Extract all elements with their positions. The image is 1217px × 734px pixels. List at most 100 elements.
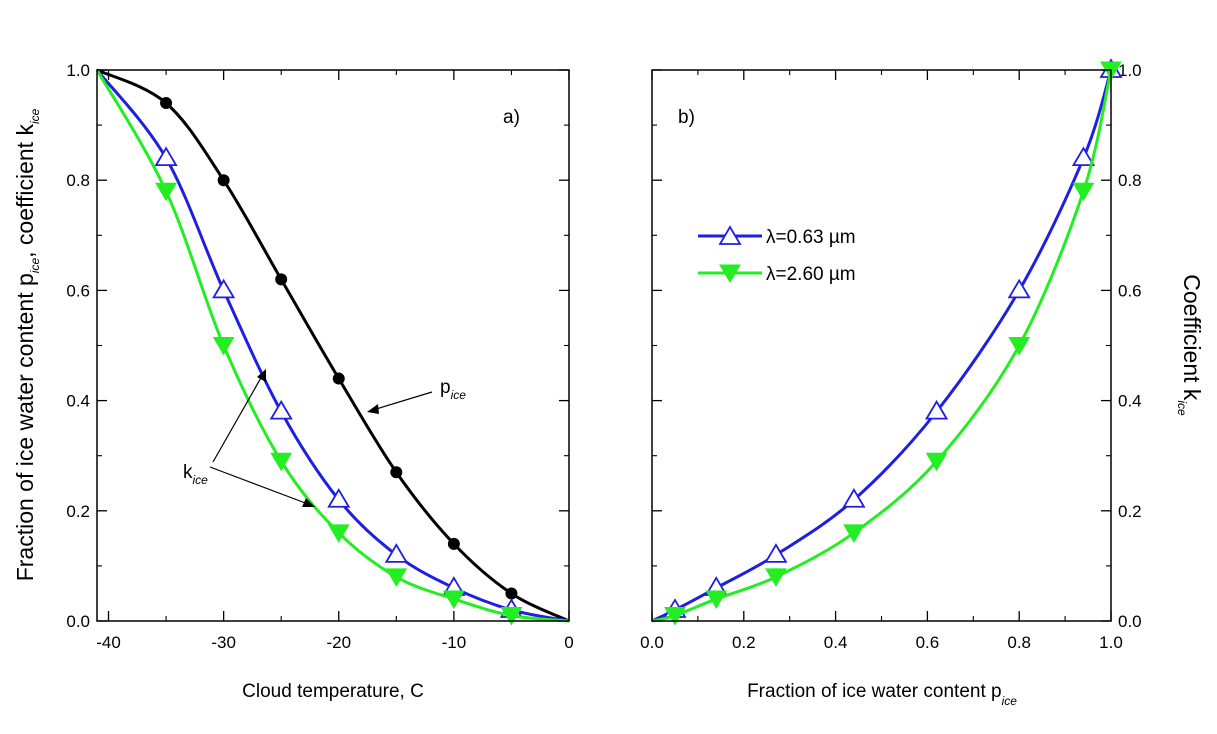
panel-b-series-0-point-3 (764, 543, 788, 563)
panel-a-y-title-mid: , coefficient k (12, 124, 38, 258)
annotation-k-ice: kice (183, 369, 315, 507)
panel-a-ytick-label-3: 0.6 (66, 281, 90, 300)
panel-a-series-0-point-5 (390, 466, 403, 479)
legend-label-1: λ=2.60 µm (766, 264, 856, 285)
panel-a-series-1-point-1 (154, 146, 178, 167)
panel-b-series-0-point-6 (1007, 278, 1031, 299)
legend-item-0: λ=0.63 µm (698, 225, 856, 248)
panel-b-xtick-label-3: 0.6 (916, 633, 940, 652)
panel-a-ytick-label-0: 0.0 (66, 612, 90, 631)
panel-a-series-1-point-2 (212, 278, 236, 299)
panel-b-series-0-point-5 (925, 399, 949, 420)
panel-b-series-1-point-6 (1008, 337, 1031, 356)
panel-a-frame (96, 69, 570, 622)
panel-a-xtick-label-3: -10 (442, 633, 467, 652)
panel-b-ytick-label-5: 1.0 (1118, 61, 1142, 80)
panel-b-x-title-main: Fraction of ice water content p (747, 681, 1002, 702)
annotation-p-ice-main: p (440, 377, 451, 398)
panel-b-xtick-label-4: 0.8 (1007, 633, 1031, 652)
panel-a-y-title-sub2: ice (28, 108, 42, 124)
panel-b-series-1-point-1 (664, 606, 686, 626)
panel-a-series-1-point-5 (384, 543, 408, 563)
legend-marker-1 (719, 264, 741, 283)
panel-b-series-1-point-2 (705, 590, 728, 609)
panel-b-xtick-label-0: 0.0 (640, 633, 664, 652)
panel-a-ytick-label-1: 0.2 (66, 502, 90, 521)
panel-b-xtick-label-1: 0.2 (732, 633, 756, 652)
panel-b-x-title: Fraction of ice water content pice (747, 681, 1017, 708)
panel-a-series-2-point-4 (327, 524, 350, 543)
panel-b-ytick-label-0: 0.0 (1118, 612, 1142, 631)
panel-a-series-2-line (95, 69, 570, 623)
annotation-k-ice-arrow-lower (209, 466, 309, 505)
panel-a-series-0-point-3 (275, 273, 288, 286)
panel-a-series-2-point-2 (212, 337, 235, 356)
panel-a-series-1-line (95, 69, 570, 623)
panel-a-xtick-label-1: -30 (211, 633, 236, 652)
panel-a-tag: a) (503, 107, 520, 128)
panel-a-y-title: Fraction of ice water content p ice, coef… (12, 108, 42, 581)
panel-a-series-2-point-5 (385, 568, 408, 587)
panel-b-ytick-label-2: 0.4 (1118, 392, 1142, 411)
panel-a-xtick-label-0: -40 (96, 633, 121, 652)
legend-label-0: λ=0.63 µm (766, 227, 856, 248)
panel-b-xtick-label-5: 1.0 (1099, 633, 1123, 652)
annotation-p-ice-arrowhead (367, 404, 379, 414)
panel-b-series-1-point-4 (843, 524, 865, 543)
annotation-k-ice-label: kice (183, 462, 208, 487)
annotation-k-ice-arrow-upper (212, 375, 263, 463)
panel-b-y-title-sub: ice (1175, 400, 1189, 416)
annotation-p-ice-label: pice (440, 377, 466, 402)
panel-a-series-2-point-3 (270, 452, 293, 472)
annotation-k-ice-sub: ice (193, 473, 209, 487)
panel-b-ytick-label-3: 0.6 (1118, 281, 1142, 300)
panel-a-ytick-label-5: 1.0 (66, 61, 90, 80)
panel-a-series-1-point-3 (269, 399, 293, 420)
annotation-p-ice-arrow (372, 391, 433, 411)
panel-a-series-2-point-1 (155, 182, 177, 202)
legend-marker-0 (718, 225, 742, 245)
panel-b-ytick-label-4: 0.8 (1118, 171, 1142, 190)
panel-b-tag: b) (678, 107, 695, 128)
panel-b-series-1-point-3 (765, 568, 787, 587)
panel-a-ytick-label-2: 0.4 (66, 392, 90, 411)
panel-b-ticks: 0.0 0.2 0.4 0.6 0.8 1.0 0.0 0.2 0.4 0.6 0.8 1.0 (640, 61, 1141, 652)
legend-item-1: λ=2.60 µm (698, 264, 856, 285)
panel-b-series (651, 58, 1123, 626)
panel-a-x-title: Cloud temperature, C (242, 681, 424, 702)
panel-b-x-title-sub: ice (1002, 694, 1018, 708)
panel-a-xtick-label-2: -20 (326, 633, 351, 652)
panel-a-series-0-point-1 (160, 97, 173, 110)
panel-a-y-title-main: Fraction of ice water content p (12, 273, 38, 581)
panel-b-series-0-point-4 (842, 488, 866, 508)
annotation-p-ice-sub: ice (451, 388, 467, 402)
annotation-k-ice-arrowhead-lower (302, 498, 315, 507)
panel-b-frame (651, 69, 1112, 622)
panel-a-series-0-point-7 (505, 587, 518, 600)
annotation-p-ice: pice (367, 377, 466, 414)
panel-a-series-2-point-6 (443, 590, 465, 609)
panel-b-ytick-label-1: 0.2 (1118, 502, 1142, 521)
panel-b-series-1-point-7 (1072, 182, 1095, 202)
panel-b-y-title-main: Coefficient k (1179, 274, 1205, 401)
legend: λ=0.63 µm λ=2.60 µm (698, 225, 856, 285)
panel-a-series-1-point-4 (327, 488, 351, 508)
panel-a-series-0-point-4 (332, 372, 345, 385)
panel-a-ticks: -40 -30 -20 -10 0 0.0 0.2 0.4 0.6 0.8 1.0 (66, 61, 573, 652)
annotation-k-ice-main: k (183, 462, 193, 483)
panel-b-series-0-point-7 (1071, 146, 1096, 167)
panel-b-series-0-line (651, 69, 1113, 623)
panel-a-series-0-point-2 (217, 174, 230, 187)
panel-a-xtick-label-4: 0 (564, 633, 573, 652)
panel-a-series-0-point-6 (447, 537, 460, 550)
panel-b-xtick-label-2: 0.4 (824, 633, 848, 652)
panel-a-ytick-label-4: 0.8 (66, 171, 90, 190)
panel-a: -40 -30 -20 -10 0 0.0 0.2 0.4 0.6 0.8 1.0 a) Cloud… (12, 61, 574, 702)
panel-b-series-1-point-5 (925, 452, 948, 472)
panel-a-series (95, 68, 570, 626)
panel-b-y-title: Coefficient kice (1175, 274, 1205, 416)
panel-a-series-2-point-7 (500, 606, 523, 626)
panel-b-series-1-line (651, 69, 1113, 623)
annotation-k-ice-arrowhead-upper (257, 369, 266, 382)
